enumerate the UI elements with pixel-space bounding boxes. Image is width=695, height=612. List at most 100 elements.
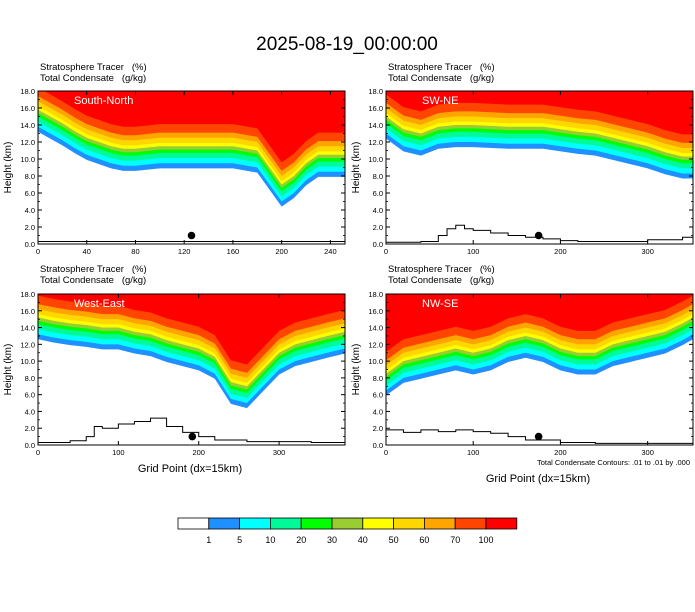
y-tick-label: 6.0 — [373, 391, 383, 400]
colorbar-label: 10 — [265, 535, 275, 545]
y-tick-label: 0.0 — [373, 240, 383, 249]
plot-area — [386, 91, 693, 244]
plot-area — [386, 294, 693, 445]
colorbar-swatch — [331, 517, 364, 530]
panel-label: South-North — [74, 95, 133, 107]
panel-field-label-2: Total Condensate (g/kg) — [388, 275, 494, 286]
y-tick-label: 12.0 — [368, 340, 383, 349]
y-tick-label: 16.0 — [368, 307, 383, 316]
plot-area — [38, 294, 345, 445]
colorbar-swatch — [177, 517, 210, 530]
y-axis-title: Height (km) — [3, 142, 14, 194]
y-tick-label: 2.0 — [373, 424, 383, 433]
y-tick-label: 10.0 — [20, 357, 35, 366]
y-tick-label: 8.0 — [25, 374, 35, 383]
x-tick-label: 160 — [227, 247, 240, 256]
x-tick-label: 0 — [36, 247, 40, 256]
panel-field-label-2: Total Condensate (g/kg) — [40, 275, 146, 286]
panel-field-label-1: Stratosphere Tracer (%) — [40, 62, 147, 73]
colorbar-swatch — [485, 517, 518, 530]
location-marker — [534, 231, 543, 240]
x-tick-label: 100 — [467, 448, 480, 457]
panel-west-east: Stratosphere Tracer (%) Total Condensate… — [3, 264, 346, 457]
panel-label: West-East — [74, 298, 125, 310]
y-tick-label: 10.0 — [368, 357, 383, 366]
x-tick-label: 300 — [641, 247, 654, 256]
y-tick-label: 14.0 — [368, 121, 383, 130]
y-tick-label: 4.0 — [373, 206, 383, 215]
colorbar-label: 70 — [450, 535, 460, 545]
panel-label: SW-NE — [422, 95, 458, 107]
colorbar-label: 40 — [358, 535, 368, 545]
colorbar-label: 100 — [478, 535, 493, 545]
y-tick-label: 8.0 — [373, 172, 383, 181]
panel-field-label-1: Stratosphere Tracer (%) — [388, 264, 495, 275]
y-tick-label: 0.0 — [25, 240, 35, 249]
y-tick-label: 10.0 — [368, 155, 383, 164]
y-tick-label: 18.0 — [368, 290, 383, 299]
x-axis-title-right: Grid Point (dx=15km) — [486, 473, 590, 485]
y-tick-label: 14.0 — [20, 121, 35, 130]
tracer-band — [38, 294, 345, 365]
y-tick-label: 4.0 — [373, 407, 383, 416]
y-tick-label: 8.0 — [25, 172, 35, 181]
y-tick-label: 12.0 — [20, 138, 35, 147]
y-tick-label: 14.0 — [20, 324, 35, 333]
colorbar-label: 20 — [296, 535, 306, 545]
y-tick-label: 6.0 — [373, 189, 383, 198]
panel-sw-ne: Stratosphere Tracer (%) Total Condensate… — [351, 62, 694, 256]
y-tick-label: 2.0 — [25, 223, 35, 232]
colorbar-swatch — [300, 517, 333, 530]
x-tick-label: 200 — [554, 448, 567, 457]
y-tick-label: 2.0 — [373, 223, 383, 232]
x-tick-label: 0 — [384, 448, 388, 457]
plot-area — [38, 91, 345, 244]
tracer-band — [38, 91, 345, 163]
y-tick-label: 16.0 — [368, 104, 383, 113]
terrain-line — [386, 224, 693, 243]
x-tick-label: 0 — [384, 247, 388, 256]
colorbar-swatch — [362, 517, 394, 530]
terrain-line — [38, 417, 345, 443]
y-tick-label: 10.0 — [20, 155, 35, 164]
x-axis-title-left: Grid Point (dx=15km) — [138, 463, 242, 475]
colorbar-label: 50 — [389, 535, 399, 545]
tracer-band — [386, 91, 693, 135]
location-marker — [187, 231, 196, 240]
x-tick-label: 240 — [324, 247, 337, 256]
y-tick-label: 18.0 — [368, 87, 383, 96]
terrain-line — [386, 429, 693, 444]
x-tick-label: 120 — [178, 247, 191, 256]
y-tick-label: 2.0 — [25, 424, 35, 433]
y-tick-label: 4.0 — [25, 407, 35, 416]
colorbar-label: 1 — [206, 535, 211, 545]
colorbar-swatch — [454, 517, 487, 530]
y-axis-title: Height (km) — [3, 344, 14, 396]
y-tick-label: 16.0 — [20, 307, 35, 316]
colorbar-label: 60 — [419, 535, 429, 545]
y-tick-label: 16.0 — [20, 104, 35, 113]
colorbar-label: 5 — [237, 535, 242, 545]
x-tick-label: 200 — [554, 247, 567, 256]
colorbar-swatch — [269, 517, 302, 530]
x-tick-label: 100 — [467, 247, 480, 256]
location-marker — [534, 432, 543, 441]
y-tick-label: 4.0 — [25, 206, 35, 215]
y-tick-label: 18.0 — [20, 290, 35, 299]
y-tick-label: 0.0 — [25, 441, 35, 450]
y-tick-label: 12.0 — [20, 340, 35, 349]
figure-title: 2025-08-19_00:00:00 — [256, 34, 438, 55]
x-tick-label: 300 — [641, 448, 654, 457]
y-tick-label: 14.0 — [368, 324, 383, 333]
y-tick-label: 12.0 — [368, 138, 383, 147]
panel-south-north: Stratosphere Tracer (%) Total Condensate… — [3, 62, 346, 256]
y-tick-label: 6.0 — [25, 391, 35, 400]
x-tick-label: 0 — [36, 448, 40, 457]
y-tick-label: 6.0 — [25, 189, 35, 198]
x-tick-label: 300 — [273, 448, 286, 457]
panel-label: NW-SE — [422, 298, 458, 310]
colorbar-label: 30 — [327, 535, 337, 545]
colorbar-swatch — [423, 517, 456, 530]
y-tick-label: 18.0 — [20, 87, 35, 96]
